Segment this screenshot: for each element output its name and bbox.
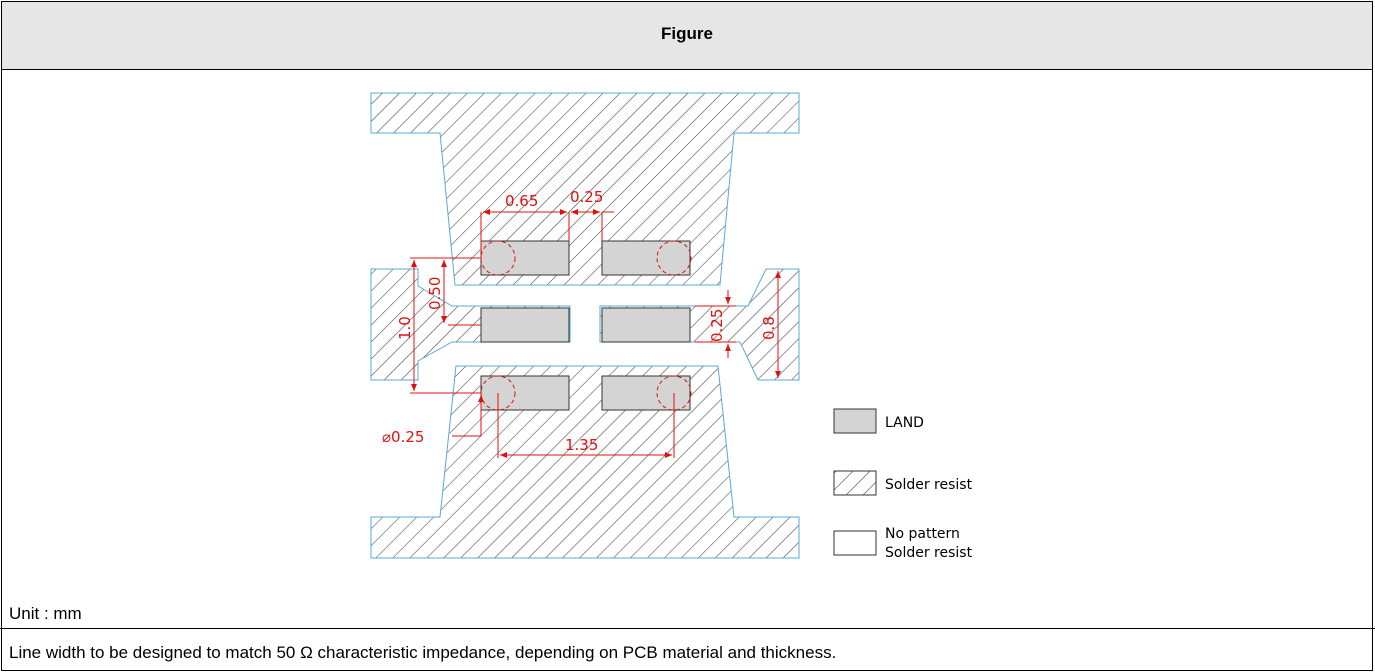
legend-swatch-no-pattern bbox=[833, 530, 877, 556]
solder-resist-right bbox=[599, 268, 800, 381]
dim-label-135: 1.35 bbox=[565, 436, 598, 454]
impedance-note: Line width to be designed to match 50 Ω … bbox=[9, 643, 837, 662]
note-divider bbox=[0, 628, 1375, 629]
land-pad bbox=[480, 240, 570, 276]
land-pad bbox=[601, 307, 691, 343]
dim-label-065: 0.65 bbox=[505, 192, 538, 210]
legend: LAND Solder resist No pattern Solder res… bbox=[833, 408, 973, 561]
dim-label-08: 0.8 bbox=[760, 316, 778, 340]
figure-header: Figure bbox=[2, 2, 1372, 70]
land-pad bbox=[601, 375, 691, 411]
unit-note: Unit : mm bbox=[9, 604, 82, 623]
figure-title: Figure bbox=[661, 24, 713, 43]
legend-label-land: LAND bbox=[885, 415, 924, 431]
dim-label-10: 1.0 bbox=[396, 316, 414, 340]
legend-label-no-pattern-1: No pattern bbox=[885, 526, 960, 542]
land-pad bbox=[601, 240, 691, 276]
dim-label-050: 0.50 bbox=[426, 277, 444, 310]
lands bbox=[480, 240, 691, 411]
dim-label-dia025: ⌀0.25 bbox=[382, 428, 424, 446]
via-holes bbox=[480, 240, 692, 411]
dimension-lines bbox=[410, 209, 781, 458]
legend-label-solder-resist: Solder resist bbox=[885, 477, 973, 493]
dim-label-025-side: 0.25 bbox=[708, 309, 726, 342]
via-circle bbox=[480, 375, 516, 411]
via-circle bbox=[656, 240, 692, 276]
legend-label-no-pattern-2: Solder resist bbox=[885, 545, 973, 561]
solder-resist-regions bbox=[370, 92, 800, 559]
dim-label-025-top: 0.25 bbox=[570, 188, 603, 206]
land-pad bbox=[480, 375, 570, 411]
land-pad bbox=[480, 307, 570, 343]
solder-resist-bottom bbox=[370, 365, 800, 559]
legend-swatch-solder-resist bbox=[833, 470, 877, 496]
legend-swatch-land bbox=[833, 408, 877, 434]
via-circle bbox=[656, 375, 692, 411]
solder-resist-top bbox=[370, 92, 800, 286]
via-circle bbox=[480, 240, 516, 276]
